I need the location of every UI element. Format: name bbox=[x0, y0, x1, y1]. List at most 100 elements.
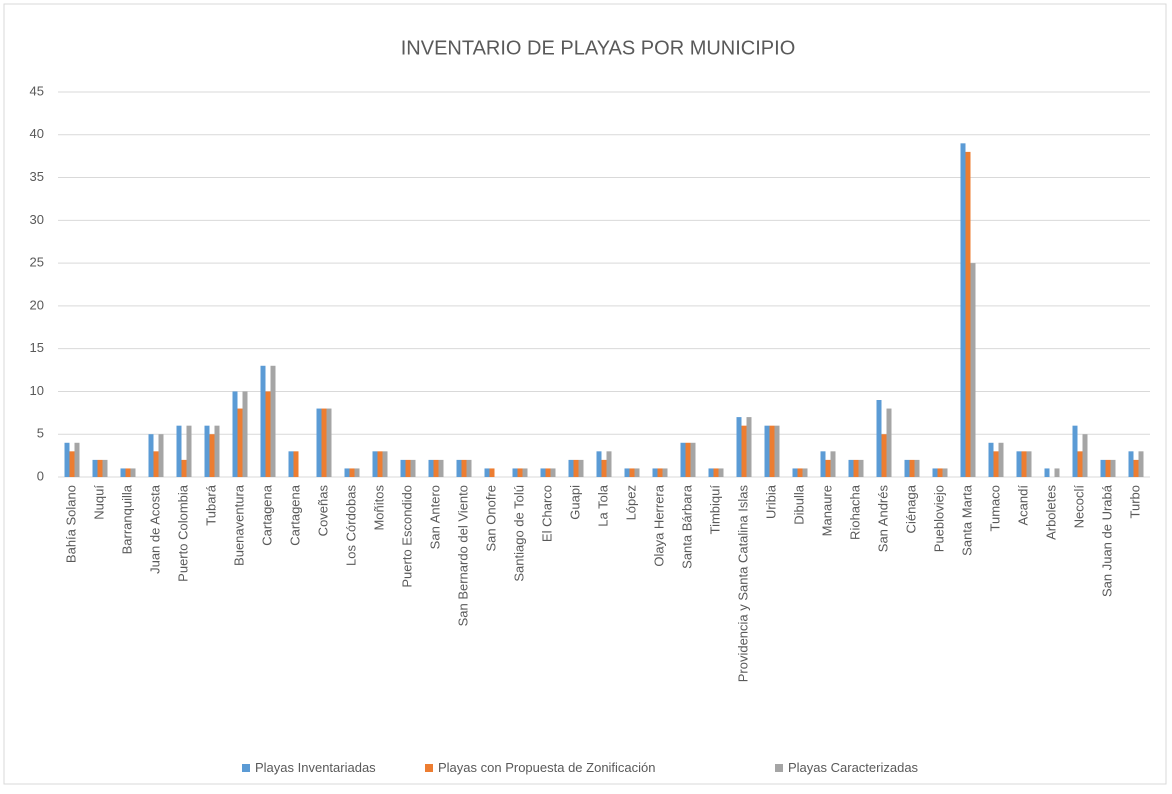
bar bbox=[858, 459, 864, 477]
x-tick-label: Providencia y Santa Catalina Islas bbox=[735, 485, 750, 683]
bar bbox=[158, 434, 164, 477]
bar bbox=[545, 468, 551, 477]
bar bbox=[998, 442, 1004, 477]
bar bbox=[993, 451, 999, 477]
y-tick-label: 15 bbox=[30, 340, 44, 355]
bar bbox=[853, 459, 859, 477]
bar bbox=[326, 408, 332, 477]
bar bbox=[204, 425, 210, 477]
bar bbox=[120, 468, 126, 477]
x-tick-label: Nuquí bbox=[91, 485, 106, 520]
bar bbox=[349, 468, 355, 477]
bar bbox=[825, 459, 831, 477]
bar bbox=[797, 468, 803, 477]
bar bbox=[1133, 459, 1139, 477]
bar bbox=[433, 459, 439, 477]
bar bbox=[316, 408, 322, 477]
bar bbox=[428, 459, 434, 477]
x-tick-label: Los Córdobas bbox=[343, 485, 358, 566]
bar bbox=[209, 434, 215, 477]
x-tick-label: Cartagena bbox=[259, 484, 274, 545]
bar bbox=[708, 468, 714, 477]
bar bbox=[746, 417, 752, 477]
bar bbox=[344, 468, 350, 477]
bar bbox=[690, 442, 696, 477]
bar bbox=[942, 468, 948, 477]
bar bbox=[1072, 425, 1078, 477]
bar bbox=[820, 451, 826, 477]
legend-swatch bbox=[775, 764, 783, 772]
bar bbox=[461, 459, 467, 477]
x-tick-label: Uribia bbox=[763, 484, 778, 519]
bar bbox=[1082, 434, 1088, 477]
x-tick-label: Puerto Escondido bbox=[399, 485, 414, 588]
x-tick-label: Santa Marta bbox=[959, 484, 974, 556]
x-tick-label: Juan de Acosta bbox=[147, 484, 162, 574]
bar bbox=[652, 468, 658, 477]
bar bbox=[937, 468, 943, 477]
bar bbox=[405, 459, 411, 477]
x-tick-label: Riohacha bbox=[847, 484, 862, 540]
y-tick-label: 45 bbox=[30, 83, 44, 98]
bar bbox=[265, 391, 271, 477]
x-tick-label: San Onofre bbox=[483, 485, 498, 552]
y-tick-label: 20 bbox=[30, 297, 44, 312]
bar bbox=[153, 451, 159, 477]
bar bbox=[97, 459, 103, 477]
legend-swatch bbox=[242, 764, 250, 772]
x-tick-label: Puebloviejo bbox=[931, 485, 946, 552]
bar bbox=[517, 468, 523, 477]
bar bbox=[1026, 451, 1032, 477]
bar bbox=[914, 459, 920, 477]
bar bbox=[718, 468, 724, 477]
bar bbox=[713, 468, 719, 477]
x-tick-label: Olaya Herrera bbox=[651, 484, 666, 566]
bar bbox=[960, 143, 966, 478]
y-tick-label: 10 bbox=[30, 383, 44, 398]
bar bbox=[1016, 451, 1022, 477]
x-tick-label: Timbiquí bbox=[707, 485, 722, 535]
x-tick-label: Manaure bbox=[819, 485, 834, 536]
bar bbox=[662, 468, 668, 477]
x-tick-label: Tumaco bbox=[987, 485, 1002, 531]
y-tick-label: 0 bbox=[37, 468, 44, 483]
x-tick-label: Puerto Colombia bbox=[175, 484, 190, 582]
bar bbox=[540, 468, 546, 477]
bar bbox=[237, 408, 243, 477]
bar bbox=[606, 451, 612, 477]
bar bbox=[377, 451, 383, 477]
x-tick-label: Guapi bbox=[567, 485, 582, 520]
bar bbox=[657, 468, 663, 477]
x-tick-label: Santa Bárbara bbox=[679, 484, 694, 569]
x-tick-label: San Juan de Urabá bbox=[1099, 484, 1114, 597]
bar bbox=[550, 468, 556, 477]
bar bbox=[410, 459, 416, 477]
bar bbox=[774, 425, 780, 477]
x-tick-label: Dibulla bbox=[791, 484, 806, 525]
bar bbox=[456, 459, 462, 477]
bar bbox=[260, 365, 266, 477]
bar bbox=[92, 459, 98, 477]
bar bbox=[321, 408, 327, 477]
bar bbox=[1054, 468, 1060, 477]
bar bbox=[876, 400, 882, 477]
x-tick-label: Acandí bbox=[1015, 485, 1030, 526]
bar bbox=[624, 468, 630, 477]
y-tick-label: 5 bbox=[37, 426, 44, 441]
bar bbox=[792, 468, 798, 477]
x-tick-label: La Tola bbox=[595, 484, 610, 526]
bar bbox=[886, 408, 892, 477]
x-tick-label: San Bernardo del Viento bbox=[455, 485, 470, 626]
bar bbox=[1100, 459, 1106, 477]
bar bbox=[1105, 459, 1111, 477]
bar bbox=[830, 451, 836, 477]
bar bbox=[288, 451, 294, 477]
bar bbox=[1110, 459, 1116, 477]
bar bbox=[573, 459, 579, 477]
bar bbox=[181, 459, 187, 477]
legend-label: Playas Caracterizadas bbox=[788, 760, 919, 775]
x-tick-label: San Andrés bbox=[875, 485, 890, 553]
bar bbox=[881, 434, 887, 477]
bar bbox=[932, 468, 938, 477]
